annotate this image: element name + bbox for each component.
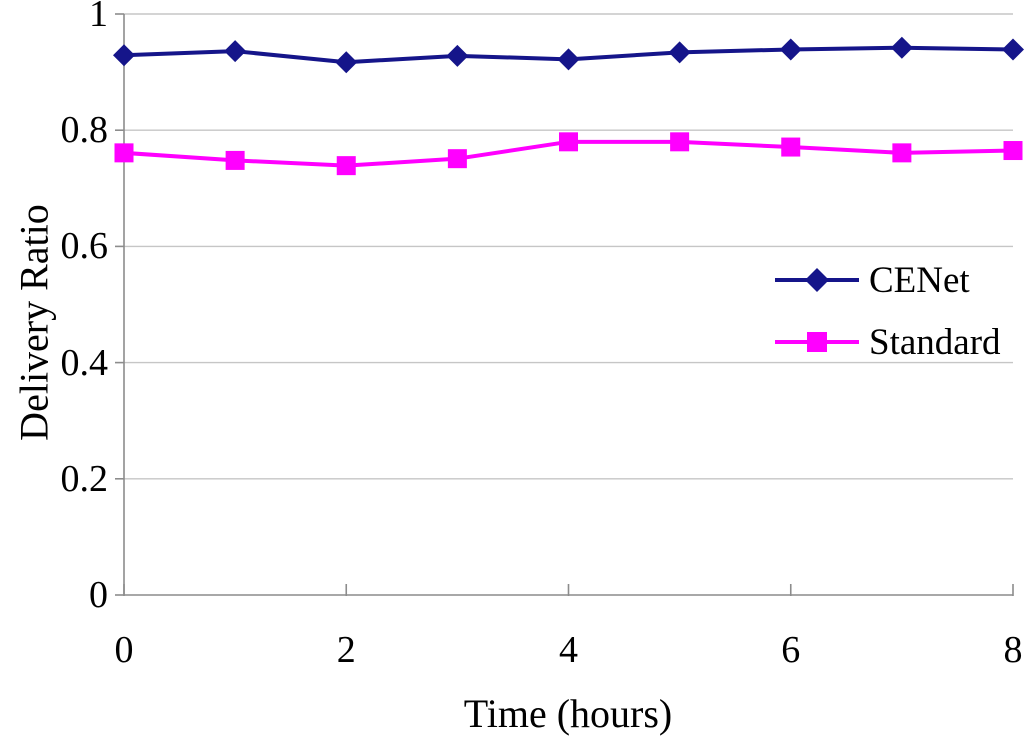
legend-item-cenet: CENet [775, 256, 1001, 304]
y-axis-title: Delivery Ratio [11, 204, 57, 441]
x-tick-label: 2 [336, 629, 356, 671]
legend-label-cenet: CENet [869, 259, 970, 301]
y-tick-label: 0 [89, 574, 108, 616]
y-tick-label: 0.8 [60, 109, 109, 152]
y-tick-label: 0.6 [60, 225, 109, 268]
y-tick-label: 0.4 [60, 341, 109, 384]
x-tick-label: 4 [559, 629, 578, 671]
legend-item-standard: Standard [775, 318, 1001, 366]
legend: CENet Standard [775, 256, 1001, 366]
x-axis-title: Time (hours) [463, 691, 673, 736]
x-tick-label: 8 [1003, 629, 1023, 671]
x-tick-label: 0 [114, 629, 134, 671]
standard-square-marker-icon [775, 332, 859, 352]
y-tick-label: 0.2 [60, 457, 109, 500]
legend-label-standard: Standard [869, 321, 1001, 363]
x-tick-label: 6 [781, 629, 801, 671]
y-tick-label: 1 [89, 0, 108, 35]
cenet-diamond-marker-icon [775, 268, 859, 292]
